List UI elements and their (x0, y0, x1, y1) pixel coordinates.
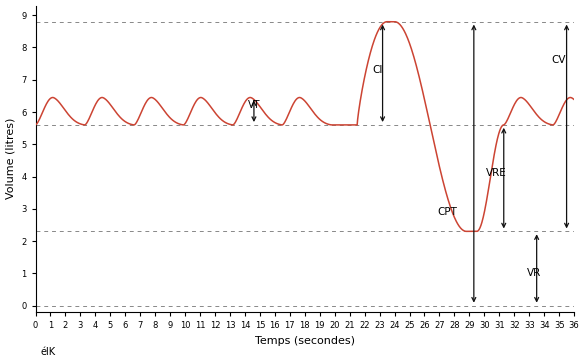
Text: VT: VT (247, 100, 260, 110)
Text: CV: CV (552, 55, 566, 66)
Text: élK: élK (41, 346, 56, 357)
Text: VR: VR (526, 268, 541, 278)
Text: CPT: CPT (437, 207, 457, 217)
Y-axis label: Volume (litres): Volume (litres) (5, 118, 16, 199)
Text: CI: CI (372, 65, 383, 75)
Text: VRE: VRE (486, 168, 507, 178)
X-axis label: Temps (secondes): Temps (secondes) (255, 336, 355, 346)
